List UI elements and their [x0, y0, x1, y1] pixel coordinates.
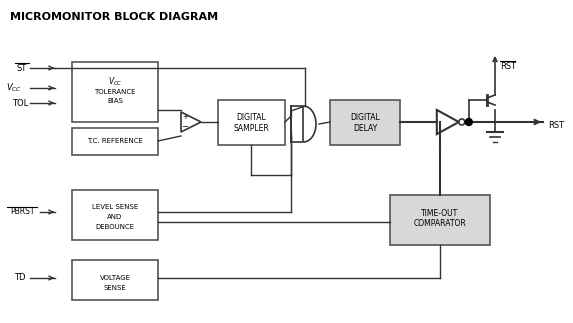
Bar: [390, 195, 490, 245]
Bar: [218, 100, 285, 145]
Circle shape: [465, 119, 472, 126]
Text: SENSE: SENSE: [104, 285, 127, 291]
Text: DEBOUNCE: DEBOUNCE: [96, 224, 135, 230]
Polygon shape: [437, 110, 459, 134]
Text: RST: RST: [500, 61, 516, 70]
Text: RST: RST: [548, 120, 564, 130]
Text: PBRST: PBRST: [10, 207, 34, 216]
Text: TOL: TOL: [12, 99, 28, 108]
Bar: [72, 62, 158, 122]
Bar: [291, 106, 304, 142]
Circle shape: [459, 119, 465, 125]
Text: DIGITAL: DIGITAL: [350, 112, 380, 121]
Text: LEVEL SENSE: LEVEL SENSE: [92, 204, 138, 210]
Text: DELAY: DELAY: [353, 123, 377, 132]
Bar: [330, 100, 400, 145]
Text: TD: TD: [14, 274, 26, 283]
Text: DIGITAL: DIGITAL: [236, 112, 266, 121]
Text: −: −: [182, 122, 189, 131]
Polygon shape: [181, 112, 201, 132]
Text: TIME-OUT: TIME-OUT: [421, 209, 458, 217]
Bar: [72, 260, 158, 300]
Text: SAMPLER: SAMPLER: [233, 123, 269, 132]
Text: VOLTAGE: VOLTAGE: [100, 275, 131, 281]
Text: AND: AND: [107, 214, 123, 220]
Text: MICROMONITOR BLOCK DIAGRAM: MICROMONITOR BLOCK DIAGRAM: [10, 12, 218, 22]
Text: TOLERANCE: TOLERANCE: [94, 89, 136, 95]
Bar: [72, 190, 158, 240]
Text: ST: ST: [17, 64, 27, 72]
Text: +: +: [182, 114, 188, 120]
Text: BIAS: BIAS: [107, 98, 123, 104]
Text: T.C. REFERENCE: T.C. REFERENCE: [87, 138, 143, 144]
Bar: [72, 128, 158, 155]
Text: COMPARATOR: COMPARATOR: [414, 220, 466, 228]
Text: $V_{CC}$: $V_{CC}$: [108, 76, 123, 88]
Text: $V_{CC}$: $V_{CC}$: [6, 82, 22, 94]
